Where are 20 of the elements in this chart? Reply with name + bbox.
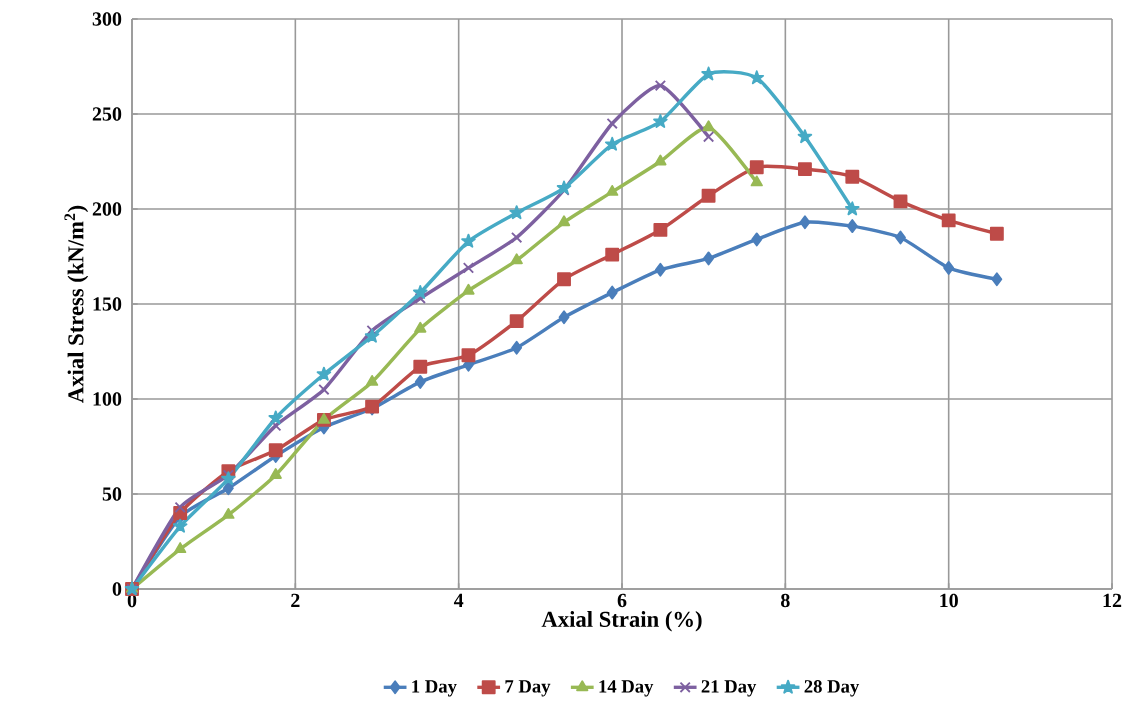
x-tick-label: 8 [781, 593, 790, 608]
y-tick-label: 200 [92, 202, 122, 216]
x-tick-label: 12 [1103, 593, 1122, 607]
x-tick-label: 4 [453, 593, 464, 607]
legend-label: 21 Day [701, 680, 757, 697]
legend-label: 28 Day [804, 680, 860, 697]
legend-label: 14 Day [599, 680, 654, 697]
legend-label: 7 Day [505, 680, 551, 697]
y-tick-label: 50 [102, 487, 122, 501]
x-tick-label: 6 [617, 593, 627, 608]
legend-label: 1 Day [412, 680, 457, 697]
y-axis-title: Axial Stress (kN/m$^{2}$) [64, 205, 89, 403]
y-tick-label: 300 [92, 12, 122, 26]
x-axis-title: Axial Strain (%) [541, 611, 702, 632]
y-tick-label: 150 [93, 297, 122, 311]
x-tick-label: 10 [940, 593, 958, 608]
y-tick-label: 250 [92, 107, 122, 121]
x-tick-label: 2 [291, 593, 300, 607]
y-tick-label: 100 [93, 392, 122, 406]
y-tick-label: 0 [112, 582, 122, 596]
